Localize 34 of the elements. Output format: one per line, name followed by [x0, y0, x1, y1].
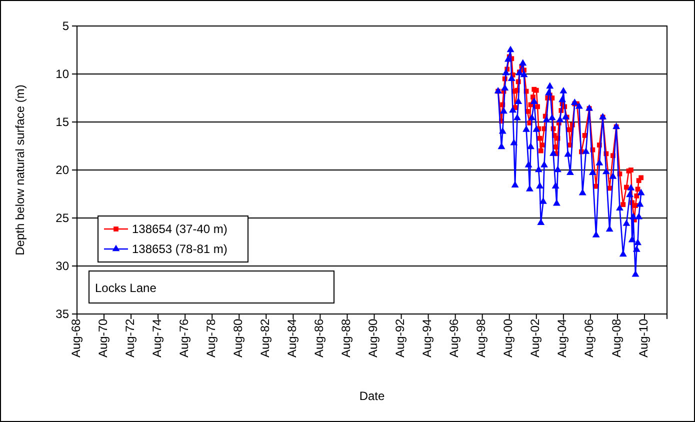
- x-tick-label: Aug-88: [339, 318, 354, 358]
- y-axis-title: Depth below natural surface (m): [13, 84, 27, 256]
- x-tick-label: Aug-80: [230, 318, 245, 358]
- legend-label: 138654 (37-40 m): [132, 222, 228, 236]
- x-tick-label: Aug-82: [258, 318, 272, 358]
- x-tick-label: Aug-06: [582, 318, 596, 358]
- x-tick-label: Aug-92: [393, 318, 408, 358]
- x-tick-label: Aug-78: [204, 318, 218, 358]
- x-tick-label: Aug-84: [284, 318, 299, 358]
- x-tick-label: Aug-70: [96, 318, 110, 358]
- y-tick-label: 5: [62, 18, 70, 33]
- x-tick-label: Aug-94: [420, 318, 434, 358]
- x-tick-label: Aug-10: [636, 318, 650, 358]
- y-tick-label: 10: [56, 66, 70, 81]
- legend-label: 138653 (78-81 m): [132, 242, 228, 256]
- x-axis-title: Date: [359, 389, 385, 403]
- y-tick-label: 35: [56, 306, 70, 321]
- x-tick-label: Aug-72: [122, 318, 137, 358]
- annotation: Locks Lane: [95, 281, 157, 295]
- x-tick-label: Aug-98: [474, 318, 488, 358]
- x-tick-label: Aug-96: [447, 318, 462, 358]
- x-tick-label: Aug-02: [528, 318, 542, 358]
- y-tick-label: 15: [56, 114, 70, 129]
- x-tick-label: Aug-90: [366, 318, 380, 358]
- x-tick-label: Aug-74: [150, 318, 164, 358]
- x-tick-label: Aug-00: [501, 318, 516, 358]
- x-tick-label: Aug-08: [609, 318, 624, 358]
- y-tick-label: 25: [56, 210, 70, 225]
- x-tick-label: Aug-68: [68, 318, 83, 358]
- x-tick-label: Aug-86: [312, 318, 326, 358]
- y-tick-label: 20: [56, 162, 70, 177]
- x-tick-label: Aug-04: [555, 318, 570, 358]
- y-tick-label: 30: [56, 258, 70, 273]
- x-tick-label: Aug-76: [176, 318, 191, 358]
